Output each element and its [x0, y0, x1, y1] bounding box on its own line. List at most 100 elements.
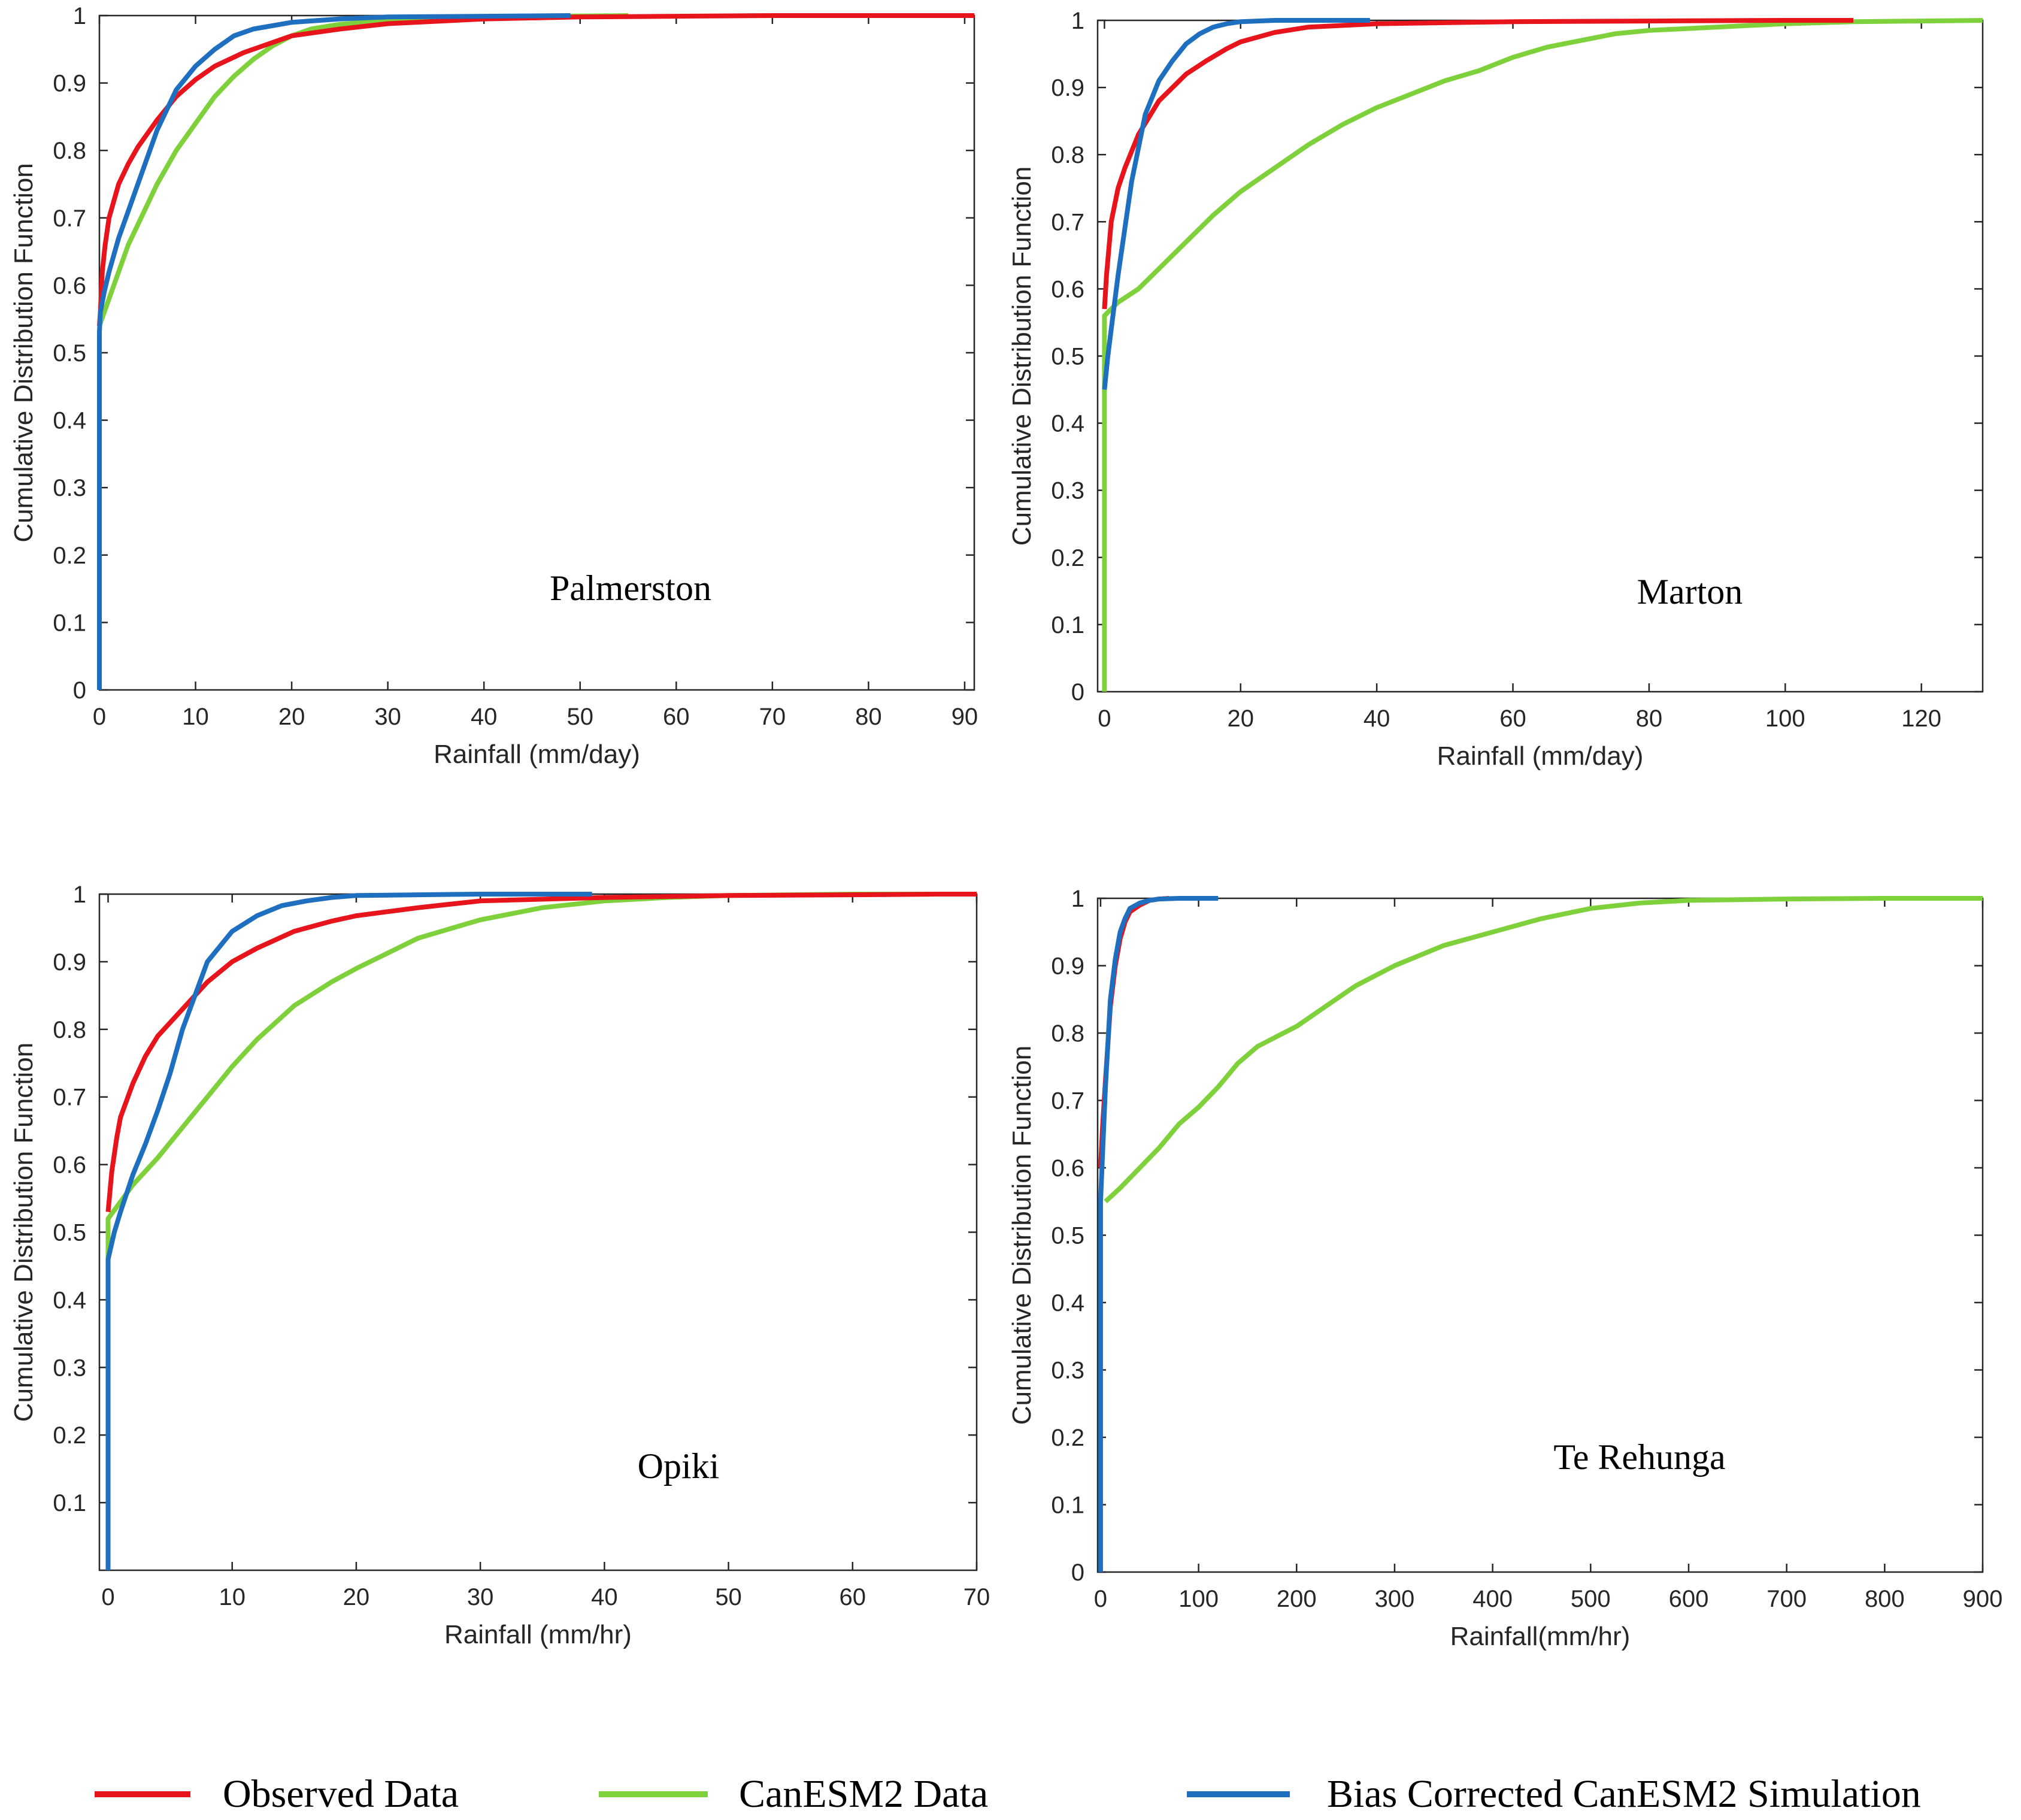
x-tick-label: 800: [1865, 1586, 1905, 1612]
x-axis-label: Rainfall (mm/day): [434, 740, 640, 769]
x-tick-label: 30: [374, 704, 401, 730]
y-tick-label: 0.8: [1051, 142, 1084, 168]
series-line-observed-data: [1102, 18, 1853, 310]
legend-label-canesm2-data: CanESM2 Data: [739, 1772, 988, 1816]
y-tick-label: 1: [1071, 8, 1084, 34]
y-tick-label: 0: [73, 677, 86, 704]
y-tick-label: 1: [73, 882, 86, 908]
y-tick-label: 0.4: [53, 1287, 86, 1313]
x-tick-label: 10: [182, 704, 209, 730]
y-tick-label: 0.2: [53, 543, 86, 569]
y-tick-label: 1: [73, 3, 86, 29]
y-tick-label: 0.5: [53, 1220, 86, 1246]
x-tick-label: 70: [963, 1584, 990, 1610]
x-tick-label: 200: [1277, 1586, 1317, 1612]
y-tick-label: 1: [1071, 886, 1084, 912]
y-tick-label: 0.4: [1051, 1290, 1084, 1316]
x-tick-label: 300: [1375, 1586, 1415, 1612]
x-tick-label: 70: [759, 704, 786, 730]
y-tick-label: 0.2: [1051, 1425, 1084, 1451]
x-tick-label: 80: [1636, 705, 1663, 732]
y-tick-label: 0.3: [1051, 478, 1084, 504]
series-line-bias-corrected-canesm2-simulation: [105, 892, 592, 1570]
y-tick-label: 0.3: [53, 475, 86, 501]
plot-area: [98, 893, 978, 1571]
x-tick-label: 60: [1499, 705, 1526, 732]
x-tick-label: 0: [101, 1584, 114, 1610]
y-tick-label: 0.3: [53, 1355, 86, 1381]
x-tick-label: 120: [1901, 705, 1941, 732]
series-line-bias-corrected-canesm2-simulation: [97, 13, 571, 690]
y-tick-label: 0.7: [1051, 209, 1084, 235]
legend-label-observed-data: Observed Data: [223, 1772, 459, 1816]
x-tick-label: 700: [1767, 1586, 1807, 1612]
y-tick-label: 0.2: [53, 1422, 86, 1449]
y-axis-label: Cumulative Distribution Function: [1007, 1046, 1037, 1425]
y-tick-label: 0.1: [53, 610, 86, 636]
y-tick-label: 0.6: [1051, 1155, 1084, 1182]
plot-area: [1096, 19, 1984, 693]
station-label: Opiki: [638, 1446, 720, 1486]
chart-panel-te-rehunga: 0 100 200 300 400 500 600 700 800 900 0 0.1 0.2 0.3 0.…: [1007, 886, 2002, 1651]
x-tick-label: 100: [1178, 1586, 1219, 1612]
y-tick-label: 0.4: [53, 408, 86, 434]
chart-panel-palmerston: 0 10 20 30 40 50 60 70 80 90 0 0.1 0.2 0.3 0.4 0.5 0.6 0.…: [9, 3, 978, 769]
y-axis-label: Cumulative Distribution Function: [9, 163, 38, 542]
x-tick-label: 100: [1765, 705, 1805, 732]
series-line-observed-data: [97, 13, 974, 326]
x-tick-label: 40: [1364, 705, 1390, 732]
series-line-canesm2-data: [97, 13, 629, 327]
y-tick-label: 0.3: [1051, 1358, 1084, 1384]
x-axis-label: Rainfall(mm/hr): [1450, 1622, 1631, 1651]
y-tick-label: 0.1: [1051, 612, 1084, 638]
x-tick-label: 40: [471, 704, 498, 730]
x-axis-label: Rainfall (mm/hr): [444, 1620, 632, 1649]
y-tick-label: 0.9: [1051, 75, 1084, 101]
x-tick-label: 60: [663, 704, 690, 730]
y-tick-label: 0: [1071, 679, 1084, 705]
x-tick-label: 0: [93, 704, 106, 730]
y-tick-label: 0.7: [1051, 1088, 1084, 1115]
y-tick-label: 0.6: [53, 1152, 86, 1179]
y-tick-label: 0.4: [1051, 411, 1084, 437]
y-axis-label: Cumulative Distribution Function: [9, 1043, 38, 1422]
plot-area: [98, 14, 975, 691]
chart-panel-marton: 0 20 40 60 80 100 120 0 0.1 0.2 0.3 0.4 0.5 0.6 0.7 0.8…: [1007, 8, 1984, 771]
y-tick-label: 0.8: [53, 138, 86, 164]
series-line-bias-corrected-canesm2-simulation: [1102, 18, 1370, 390]
y-tick-label: 0.9: [53, 949, 86, 976]
series-line-canesm2-data: [1102, 18, 1983, 692]
y-tick-label: 0.1: [53, 1490, 86, 1516]
y-tick-label: 0.9: [1051, 953, 1084, 980]
series-line-observed-data: [105, 892, 977, 1212]
y-tick-label: 0.9: [53, 71, 86, 97]
plot-area: [1096, 897, 1984, 1573]
y-tick-label: 0.5: [53, 340, 86, 367]
y-tick-label: 0.5: [1051, 344, 1084, 370]
x-tick-label: 500: [1571, 1586, 1611, 1612]
station-label: Marton: [1637, 572, 1743, 611]
x-tick-label: 50: [715, 1584, 742, 1610]
station-label: Te Rehunga: [1553, 1437, 1725, 1477]
series-line-canesm2-data: [1104, 896, 1983, 1204]
y-tick-label: 0.1: [1051, 1492, 1084, 1519]
x-tick-label: 50: [566, 704, 593, 730]
y-tick-label: 0.8: [53, 1017, 86, 1043]
x-tick-label: 60: [840, 1584, 866, 1610]
y-tick-label: 0.5: [1051, 1223, 1084, 1249]
y-tick-label: 0.6: [1051, 276, 1084, 302]
x-tick-label: 0: [1094, 1586, 1107, 1612]
y-axis-label: Cumulative Distribution Function: [1007, 166, 1037, 546]
x-axis-label: Rainfall (mm/day): [1437, 741, 1644, 771]
y-tick-label: 0.2: [1051, 545, 1084, 571]
y-tick-label: 0: [1071, 1559, 1084, 1586]
x-tick-label: 80: [855, 704, 882, 730]
legend-label-bias-corrected-canesm2-simulation: Bias Corrected CanESM2 Simulation: [1327, 1772, 1921, 1816]
x-tick-label: 400: [1472, 1586, 1513, 1612]
x-tick-label: 90: [952, 704, 978, 730]
legend: Observed Data CanESM2 Data Bias Corrected …: [95, 1772, 1921, 1816]
x-tick-label: 900: [1963, 1586, 2003, 1612]
chart-panel-opiki: 0 10 20 30 40 50 60 70 0.1 0.2 0.3 0.4 0.5 0.6 0.7 0.8 0…: [9, 882, 990, 1649]
y-tick-label: 0.7: [53, 205, 86, 232]
